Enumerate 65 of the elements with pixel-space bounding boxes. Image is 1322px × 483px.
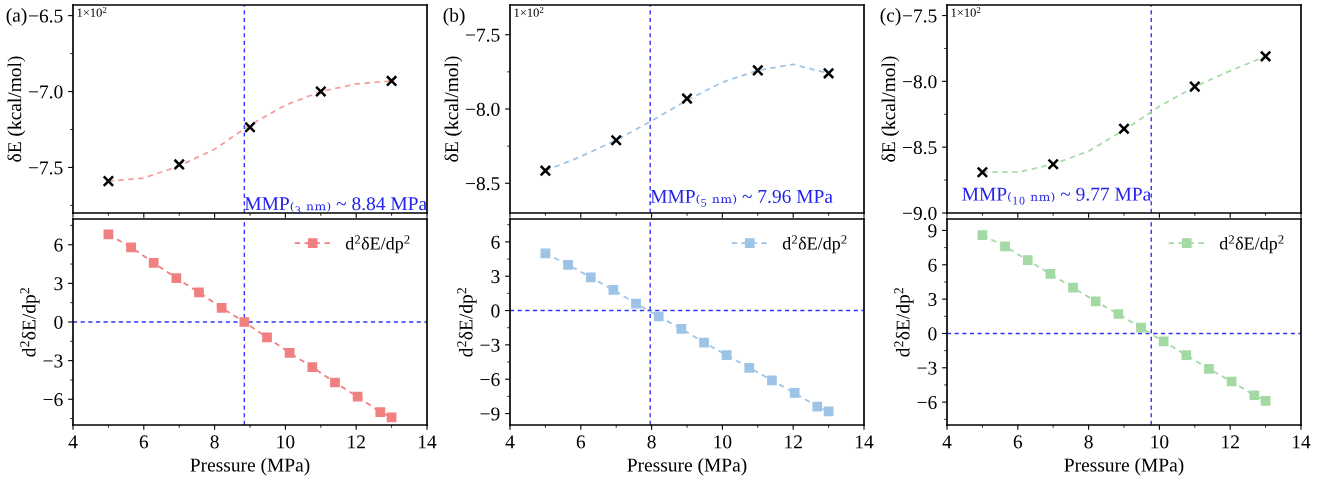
y-tick-label: 6	[928, 258, 937, 272]
y-tick-label: 3	[54, 277, 63, 291]
x-tick-label: 12	[785, 435, 802, 449]
y-tick-label: −3	[917, 361, 937, 375]
x-tick-label: 4	[68, 435, 78, 449]
y-tick-label: 6	[491, 235, 500, 249]
y-tick-label: −6	[480, 373, 500, 387]
y-tick-label: −6	[917, 395, 937, 410]
x-tick-label: 14	[855, 435, 874, 449]
x-tick-label: 4	[942, 435, 952, 449]
x-tick-label: 6	[139, 435, 149, 449]
annotation: 1×10$^{2}$	[77, 6, 107, 17]
y-tick-label: −7.5	[902, 9, 937, 23]
y-tick-label: −6.5	[28, 9, 63, 23]
x-axis-title: Pressure (MPa)	[1064, 457, 1184, 476]
legend-label: d$^{2}$δE/dp$^{2}$	[345, 235, 410, 254]
y-tick-label: 3	[928, 292, 937, 307]
x-tick-label: 8	[647, 435, 656, 449]
y-tick-label: 3	[491, 270, 500, 284]
x-tick-label: 14	[418, 435, 437, 449]
y-tick-label: 0	[491, 304, 500, 318]
y-axis-title: δE (kcal/mol)	[7, 56, 26, 162]
y-tick-label: −8.5	[902, 140, 937, 155]
x-tick-label: 12	[1222, 435, 1239, 449]
y-tick-label: −9	[480, 407, 500, 421]
y-tick-label: −8.5	[465, 177, 500, 191]
y-tick-label: 9	[928, 224, 937, 238]
x-tick-label: 6	[1013, 435, 1023, 449]
y-tick-label: 0	[928, 327, 937, 341]
x-tick-label: 8	[210, 435, 219, 449]
annotation: 1×10$^{2}$	[951, 6, 981, 17]
y-tick-label: −6	[43, 393, 63, 407]
annotation: 1×10$^{2}$	[514, 6, 544, 17]
annotation: MMP₍₁₀ ₙₘ₎ ~ 9.77 MPa	[962, 187, 1151, 205]
y-tick-label: −8.0	[465, 102, 500, 117]
y-axis-title: δE (kcal/mol)	[881, 56, 900, 162]
y-axis-title: d$^{2}$δE/dp$^{2}$	[20, 288, 40, 357]
x-tick-label: 10	[714, 435, 732, 449]
x-tick-label: 10	[1151, 435, 1169, 449]
y-tick-label: 6	[54, 238, 63, 252]
y-tick-label: −7.5	[28, 161, 63, 175]
y-tick-label: −3	[43, 354, 63, 368]
text: (a)	[6, 8, 27, 26]
y-axis-title: δE (kcal/mol)	[444, 56, 463, 162]
text: (b)	[443, 8, 465, 26]
x-axis-title: Pressure (MPa)	[190, 457, 310, 476]
y-axis-title: d$^{2}$δE/dp$^{2}$	[894, 288, 914, 357]
y-tick-label: −3	[480, 338, 500, 352]
x-tick-label: 8	[1084, 435, 1093, 449]
y-tick-label: −9.0	[902, 206, 937, 221]
y-tick-label: −7.5	[465, 28, 500, 42]
legend-label: d$^{2}$δE/dp$^{2}$	[782, 235, 847, 254]
y-tick-label: −8.0	[902, 75, 937, 89]
x-tick-label: 10	[277, 435, 295, 449]
x-tick-label: 14	[1292, 435, 1311, 449]
y-axis-title: d$^{2}$δE/dp$^{2}$	[457, 288, 477, 357]
x-tick-label: 4	[505, 435, 515, 449]
x-axis-title: Pressure (MPa)	[627, 457, 747, 476]
y-tick-label: 0	[54, 315, 63, 329]
x-tick-label: 12	[348, 435, 365, 449]
x-tick-label: 6	[576, 435, 586, 449]
y-tick-label: −7.0	[28, 85, 63, 99]
text: (c)	[880, 8, 901, 26]
annotation: MMP₍₅ ₙₘ₎ ~ 7.96 MPa	[650, 189, 833, 207]
legend-label: d$^{2}$δE/dp$^{2}$	[1219, 235, 1284, 254]
